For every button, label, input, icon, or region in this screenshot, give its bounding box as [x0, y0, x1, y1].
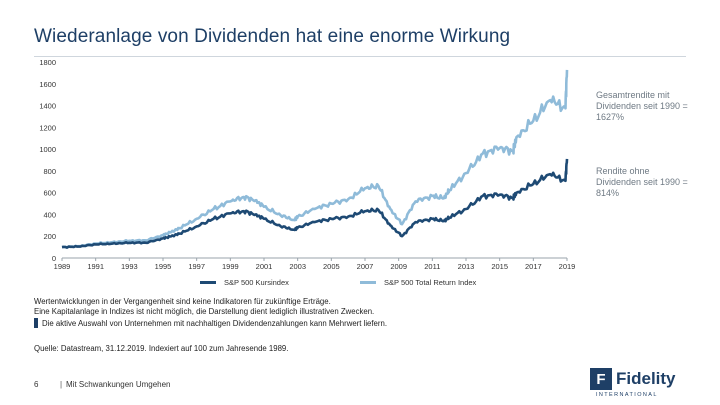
legend-total-label: S&P 500 Total Return Index [384, 278, 477, 287]
y-tick-label: 1000 [39, 145, 56, 154]
fidelity-logo-icon: F [590, 368, 612, 390]
x-tick-label: 1989 [54, 262, 71, 271]
x-tick-label: 2013 [458, 262, 475, 271]
total-return-annotation: Gesamtrendite mit Dividenden seit 1990 =… [596, 90, 688, 122]
footer-separator: | [60, 380, 63, 389]
legend-total-swatch [360, 281, 376, 284]
x-tick-label: 2001 [256, 262, 273, 271]
series-line-total [61, 69, 569, 249]
x-tick-label: 2007 [357, 262, 374, 271]
bullet-text: Die aktive Auswahl von Unternehmen mit n… [42, 319, 387, 328]
x-tick-label: 2017 [525, 262, 542, 271]
y-tick-label: 600 [43, 189, 56, 198]
source-note: Quelle: Datastream, 31.12.2019. Indexier… [34, 344, 289, 353]
y-tick-label: 200 [43, 232, 56, 241]
page-number: 6 [34, 380, 39, 389]
x-tick-label: 2009 [390, 262, 407, 271]
legend-price-label: S&P 500 Kursindex [224, 278, 289, 287]
x-tick-label: 2005 [323, 262, 340, 271]
x-tick-label: 1999 [222, 262, 239, 271]
legend-price: S&P 500 Kursindex [200, 278, 289, 287]
y-tick-label: 1200 [39, 123, 56, 132]
series-line-price [61, 158, 569, 249]
x-tick-label: 1993 [121, 262, 138, 271]
fidelity-logo: F Fidelity [590, 368, 676, 390]
y-tick-label: 0 [52, 254, 56, 263]
fidelity-logo-sub: INTERNATIONAL [596, 392, 658, 398]
x-tick-label: 2019 [559, 262, 576, 271]
footer-title: Mit Schwankungen Umgehen [66, 380, 171, 389]
legend-total: S&P 500 Total Return Index [360, 278, 476, 287]
disclaimer-line-2: Eine Kapitalanlage in Indizes ist nicht … [34, 307, 375, 316]
y-tick-label: 1800 [39, 58, 56, 67]
y-tick-label: 800 [43, 167, 56, 176]
x-tick-label: 2015 [491, 262, 508, 271]
y-tick-label: 400 [43, 210, 56, 219]
y-tick-label: 1400 [39, 102, 56, 111]
bullet-marker [34, 318, 38, 328]
y-tick-label: 1600 [39, 80, 56, 89]
legend-price-swatch [200, 281, 216, 284]
line-chart: 0 200 400 600 800 1000 1200 1400 1600 1800 1989 19… [39, 58, 576, 271]
x-tick-label: 2003 [289, 262, 306, 271]
x-tick-label: 1991 [87, 262, 104, 271]
title-divider [34, 56, 686, 57]
x-tick-label: 1995 [155, 262, 172, 271]
fidelity-logo-name: Fidelity [616, 369, 676, 388]
x-tick-label: 1997 [188, 262, 205, 271]
price-return-annotation: Rendite ohne Dividenden seit 1990 = 814% [596, 166, 688, 198]
disclaimer-line-1: Wertentwicklungen in der Vergangenheit s… [34, 297, 331, 306]
page-title: Wiederanlage von Dividenden hat eine eno… [34, 26, 511, 47]
x-tick-label: 2011 [424, 262, 440, 271]
